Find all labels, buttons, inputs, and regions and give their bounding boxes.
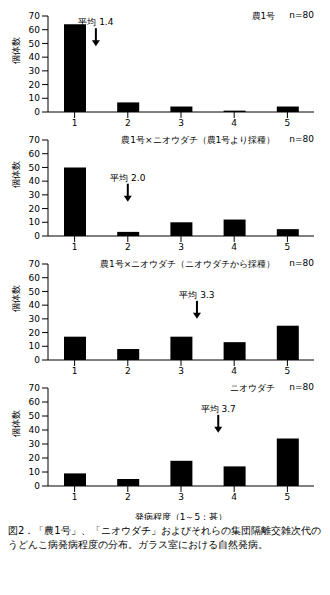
svg-text:2: 2 [125, 242, 131, 252]
svg-text:40: 40 [29, 425, 41, 435]
svg-text:1: 1 [72, 366, 78, 376]
svg-text:個体数: 個体数 [11, 285, 21, 312]
svg-text:30: 30 [29, 190, 41, 200]
svg-text:50: 50 [29, 39, 41, 49]
svg-text:20: 20 [29, 204, 41, 214]
html-text:n=80: n=80 [289, 10, 314, 20]
svg-text:個体数: 個体数 [11, 161, 21, 188]
svg-text:平均 1.4: 平均 1.4 [78, 17, 113, 27]
svg-text:50: 50 [29, 163, 41, 173]
svg-text:5: 5 [285, 118, 291, 128]
html-text:農1号×ニオウダチ（ニオウダチから採種）: 農1号×ニオウダチ（ニオウダチから採種） [100, 259, 276, 269]
svg-text:5: 5 [285, 242, 291, 252]
svg-text:2: 2 [125, 366, 131, 376]
svg-text:30: 30 [29, 66, 41, 76]
svg-text:50: 50 [29, 411, 41, 421]
html-text:n=80: n=80 [289, 382, 314, 392]
html-text:n=80: n=80 [289, 134, 314, 144]
svg-text:0: 0 [34, 355, 40, 365]
svg-text:70: 70 [29, 383, 41, 393]
svg-text:0: 0 [34, 481, 40, 491]
svg-text:平均 3.7: 平均 3.7 [201, 404, 236, 414]
html-text:図2．「農1号」、「ニオウダチ」およびそれらの集団隔離交雑次: 図2．「農1号」、「ニオウダチ」およびそれらの集団隔離交雑次代のうどんこ病発病程… [8, 525, 321, 550]
svg-text:50: 50 [29, 287, 41, 297]
html-text:n=80: n=80 [289, 258, 314, 268]
svg-text:60: 60 [29, 273, 41, 283]
svg-text:10: 10 [29, 341, 41, 351]
svg-text:20: 20 [29, 80, 41, 90]
svg-text:60: 60 [29, 397, 41, 407]
svg-text:70: 70 [29, 135, 41, 145]
svg-text:70: 70 [29, 11, 41, 21]
svg-text:40: 40 [29, 52, 41, 62]
svg-text:20: 20 [29, 328, 41, 338]
svg-text:平均 2.0: 平均 2.0 [110, 173, 145, 183]
html-text:農1号: 農1号 [251, 11, 276, 21]
svg-text:40: 40 [29, 300, 41, 310]
svg-text:70: 70 [29, 259, 41, 269]
svg-text:3: 3 [178, 118, 184, 128]
svg-text:2: 2 [125, 118, 131, 128]
html-text:ニオウダチ: ニオウダチ [230, 383, 276, 393]
svg-text:0: 0 [34, 231, 40, 241]
svg-text:1: 1 [72, 118, 78, 128]
svg-text:5: 5 [285, 492, 291, 502]
svg-text:平均 3.3: 平均 3.3 [179, 290, 214, 300]
svg-text:1: 1 [72, 492, 78, 502]
svg-text:1: 1 [72, 242, 78, 252]
svg-text:20: 20 [29, 453, 41, 463]
html-text:農1号×ニオウダチ（農1号より採種）: 農1号×ニオウダチ（農1号より採種） [121, 135, 276, 145]
svg-text:10: 10 [29, 467, 41, 477]
svg-text:3: 3 [178, 492, 184, 502]
svg-text:5: 5 [285, 366, 291, 376]
svg-text:個体数: 個体数 [11, 37, 21, 64]
svg-text:60: 60 [29, 149, 41, 159]
svg-text:10: 10 [29, 93, 41, 103]
svg-text:2: 2 [125, 492, 131, 502]
svg-text:3: 3 [178, 366, 184, 376]
svg-text:4: 4 [231, 492, 237, 502]
svg-text:3: 3 [178, 242, 184, 252]
svg-text:60: 60 [29, 25, 41, 35]
svg-text:40: 40 [29, 176, 41, 186]
svg-text:発病程度（1～5：甚）: 発病程度（1～5：甚） [135, 512, 227, 520]
svg-text:4: 4 [231, 118, 237, 128]
svg-text:10: 10 [29, 217, 41, 227]
svg-text:4: 4 [231, 366, 237, 376]
svg-text:0: 0 [34, 107, 40, 117]
svg-text:4: 4 [231, 242, 237, 252]
svg-text:30: 30 [29, 439, 41, 449]
svg-text:30: 30 [29, 314, 41, 324]
svg-text:個体数: 個体数 [11, 410, 21, 437]
